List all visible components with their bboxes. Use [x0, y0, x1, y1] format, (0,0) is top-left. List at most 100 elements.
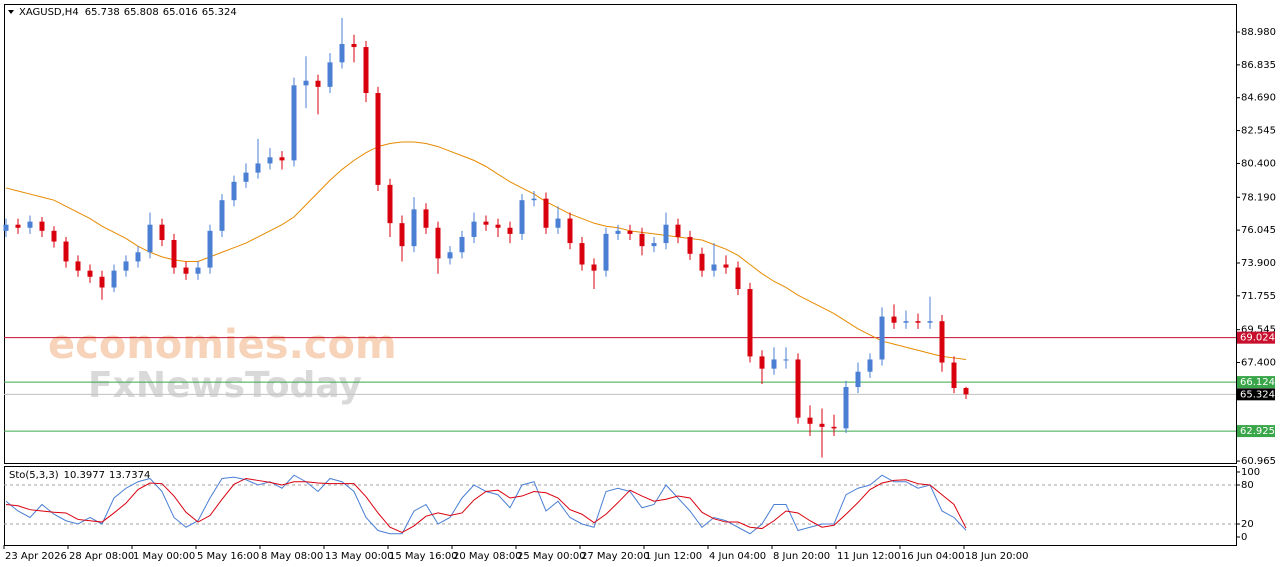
indicator-name: Sto(5,3,3): [9, 470, 59, 481]
candle-body: [699, 253, 705, 271]
candle-body: [399, 223, 405, 247]
main-pane: [4, 4, 1237, 464]
candle-body: [375, 92, 381, 185]
oscillator-line: [5, 477, 967, 534]
x-tick-label: 13 May 00:00: [325, 551, 394, 562]
x-tick-label: 11 Jun 12:00: [837, 551, 901, 562]
watermark-text: FxNewsToday: [88, 365, 362, 406]
candle-body: [363, 47, 369, 93]
y-tick-label: 76.045: [1241, 225, 1276, 236]
candle-body: [675, 224, 681, 237]
candle-body: [171, 240, 177, 268]
candle-body: [711, 264, 717, 271]
candle-body: [891, 316, 897, 323]
x-tick-label: 23 Apr 2026: [5, 551, 67, 562]
price-plot: 88.980 86.835 84.690 82.545 80.400 78.190 76.0…: [3, 17, 1276, 562]
candle-body: [951, 362, 957, 388]
x-tick-label: 8 Jun 20:00: [773, 551, 830, 562]
candle-body: [687, 236, 693, 254]
candle-body: [219, 200, 225, 231]
candle-body: [423, 209, 429, 228]
candle-body: [783, 359, 789, 361]
candle-body: [471, 221, 477, 237]
x-tick-label: 18 Jun 20:00: [965, 551, 1029, 562]
signal-value: 13.7374: [109, 470, 150, 481]
x-tick-label: 20 May 08:00: [453, 551, 522, 562]
x-tick-label: 15 May 16:00: [389, 551, 458, 562]
candle-body: [3, 224, 9, 231]
level-label-box: [1237, 376, 1275, 389]
candle-body: [867, 359, 873, 372]
candle-body: [555, 218, 561, 228]
y-tick-label: 20: [1241, 519, 1254, 530]
level-label: 66.124: [1240, 377, 1275, 388]
candle-body: [279, 157, 285, 161]
candle-body: [351, 43, 357, 48]
candle-body: [435, 227, 441, 259]
level-label: 69.024: [1240, 333, 1275, 344]
y-tick-label: 80.400: [1241, 158, 1276, 169]
candle-body: [387, 184, 393, 224]
candle-body: [99, 276, 105, 288]
candle-body: [651, 243, 657, 247]
candle-body: [507, 227, 513, 234]
candle-body: [15, 224, 21, 228]
candle-body: [639, 233, 645, 247]
low-value: 65.016: [163, 7, 198, 18]
candle-body: [543, 198, 549, 228]
y-tick-label: 80: [1241, 480, 1254, 491]
candle-body: [243, 172, 249, 182]
x-tick-label: 1 May 00:00: [133, 551, 195, 562]
candle-body: [603, 233, 609, 271]
moving-average: [5, 141, 967, 360]
candle-body: [855, 371, 861, 388]
candle-body: [927, 321, 933, 323]
chart-title: XAGUSD,H4 65.738 65.808 65.016 65.324: [19, 7, 237, 18]
candle-body: [831, 426, 837, 429]
candle-body: [459, 236, 465, 253]
symbol: XAGUSD,H4: [19, 7, 79, 18]
candle-body: [123, 261, 129, 271]
candle-body: [879, 316, 885, 360]
open-value: 65.738: [85, 7, 120, 18]
candle-body: [75, 261, 81, 271]
candle-body: [963, 387, 969, 395]
candle-body: [807, 417, 813, 424]
candle-body: [723, 264, 729, 268]
current-price-label: 65.324: [1240, 389, 1275, 400]
candle-body: [567, 218, 573, 244]
candle-body: [327, 62, 333, 87]
level-label-box: [1237, 331, 1275, 344]
oscillator-plot: 100 80 20 0: [4, 467, 1260, 543]
candle-body: [51, 230, 57, 242]
candle-body: [447, 252, 453, 259]
oscillator-pane: [4, 466, 1237, 546]
current-price-box: [1237, 388, 1275, 401]
main-value: 10.3977: [64, 470, 105, 481]
candle-body: [147, 224, 153, 253]
high-value: 65.808: [124, 7, 159, 18]
y-tick-label: 82.545: [1241, 126, 1276, 137]
y-tick-label: 100: [1241, 467, 1260, 478]
y-tick-label: 78.190: [1241, 192, 1276, 203]
level-label: 62.925: [1240, 426, 1275, 437]
candle-body: [591, 264, 597, 271]
candle-body: [27, 221, 33, 228]
candle-body: [411, 209, 417, 247]
menu-arrow: [8, 10, 14, 14]
candle-body: [663, 224, 669, 244]
close-value: 65.324: [202, 7, 237, 18]
candle-body: [111, 270, 117, 288]
candle-body: [291, 85, 297, 161]
candle-body: [747, 289, 753, 357]
candle-body: [915, 321, 921, 323]
y-tick-label: 84.690: [1241, 93, 1276, 104]
candle-body: [615, 230, 621, 234]
x-tick-label: 25 May 00:00: [517, 551, 586, 562]
candle-body: [303, 80, 309, 86]
x-tick-label: 1 Jun 12:00: [645, 551, 702, 562]
candle-body: [843, 387, 849, 429]
y-tick-label: 0: [1241, 532, 1247, 543]
